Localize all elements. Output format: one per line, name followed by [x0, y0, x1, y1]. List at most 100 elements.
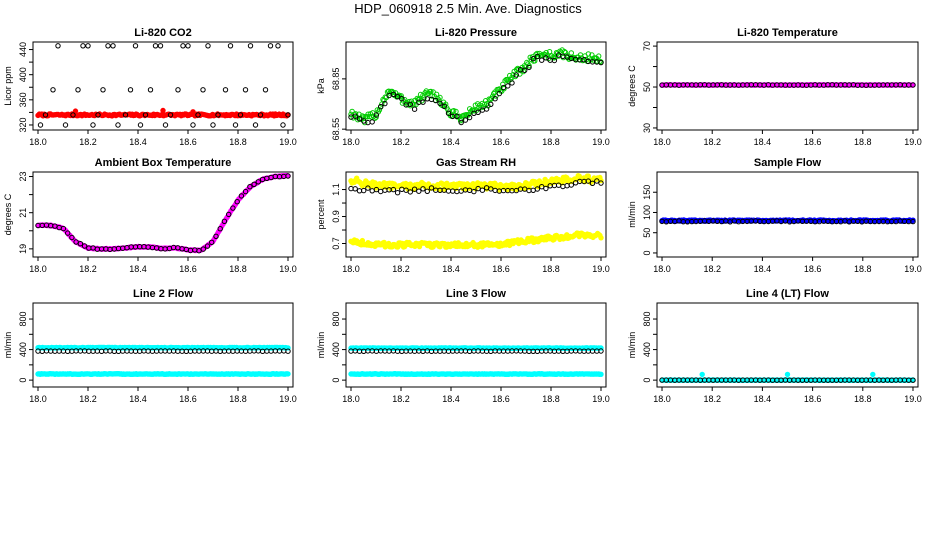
data-point — [262, 87, 269, 93]
chart-title: Ambient Box Temperature — [95, 157, 232, 169]
x-tick-label: 18.8 — [542, 264, 560, 274]
data-point — [534, 186, 541, 192]
data-point — [55, 43, 61, 49]
data-point — [437, 100, 443, 107]
data-point — [105, 43, 111, 49]
y-tick-label: 360 — [18, 92, 28, 107]
data-point — [152, 43, 159, 49]
data-point — [280, 122, 286, 128]
data-point — [157, 43, 164, 49]
data-point — [416, 188, 422, 194]
data-point — [257, 112, 264, 118]
data-point — [373, 112, 380, 118]
x-tick-label: 18.4 — [754, 264, 772, 274]
x-tick-label: 18.2 — [79, 137, 97, 147]
data-point — [122, 112, 129, 118]
data-point — [534, 53, 541, 60]
data-point — [226, 211, 232, 218]
x-tick-label: 19.0 — [279, 137, 297, 147]
x-tick-label: 18.4 — [442, 394, 460, 404]
data-point — [598, 348, 604, 354]
data-point — [230, 205, 236, 211]
y-tick-label: 23 — [18, 172, 28, 182]
data-point — [50, 87, 56, 93]
y-tick-label: 400 — [642, 342, 652, 357]
data-point — [870, 371, 876, 378]
data-point — [137, 122, 144, 128]
x-tick-label: 18.0 — [342, 264, 360, 274]
series-black — [659, 218, 916, 225]
series-black — [348, 52, 604, 126]
data-point — [285, 348, 291, 354]
data-point — [420, 99, 426, 105]
data-point — [500, 84, 507, 91]
data-point — [598, 371, 604, 377]
data-point — [445, 110, 452, 116]
data-points — [35, 344, 291, 377]
series-red — [35, 107, 291, 119]
data-point — [407, 189, 413, 195]
data-point — [285, 112, 291, 118]
data-point — [69, 234, 75, 241]
y-tick-label: 19 — [18, 244, 28, 254]
data-point — [365, 119, 371, 126]
y-tick-label: 800 — [18, 312, 28, 327]
data-point — [411, 106, 418, 112]
plot-frame — [345, 171, 607, 258]
chart-co2: Li-820 CO2 Licor ppm 18.0 18.2 18.4 18.6 18.8 1… — [3, 27, 297, 147]
chart-pressure: Li-820 Pressure kPa 18.0 18.2 18.4 18.6 18.8 19… — [316, 27, 610, 147]
data-point — [85, 43, 91, 49]
data-point — [215, 112, 221, 118]
x-tick-label: 18.8 — [854, 264, 872, 274]
data-point — [441, 103, 447, 110]
chart-title: Sample Flow — [754, 157, 822, 169]
chart-title: Line 4 (LT) Flow — [746, 288, 829, 300]
data-point — [376, 107, 383, 113]
y-tick-label: 440 — [18, 42, 28, 57]
data-point — [242, 87, 249, 93]
data-point — [543, 185, 549, 192]
data-points — [348, 345, 604, 377]
x-tick-label: 18.8 — [229, 394, 247, 404]
data-point — [390, 186, 397, 193]
chart-title: Gas Stream RH — [436, 157, 516, 169]
data-point — [110, 43, 116, 49]
data-point — [475, 109, 481, 116]
plot-frame — [32, 302, 294, 388]
x-tick-label: 18.6 — [179, 137, 197, 147]
x-tick-label: 18.6 — [492, 394, 510, 404]
data-point — [407, 101, 413, 108]
data-point — [471, 188, 477, 195]
data-point — [204, 243, 211, 249]
data-point — [175, 87, 181, 93]
y-tick-label: 0 — [642, 250, 652, 255]
x-tick-label: 18.6 — [804, 137, 822, 147]
data-point — [598, 59, 604, 66]
data-point — [564, 183, 570, 189]
data-point — [37, 122, 44, 128]
y-tick-label: 0.9 — [331, 210, 341, 223]
x-tick-label: 18.4 — [129, 137, 147, 147]
chart-title: Li-820 Pressure — [435, 27, 517, 39]
data-point — [539, 57, 545, 63]
x-tick-label: 18.2 — [703, 394, 721, 404]
data-point — [428, 185, 435, 191]
data-point — [369, 119, 375, 125]
plot-frame — [32, 41, 294, 131]
data-point — [352, 186, 358, 192]
data-point — [356, 116, 363, 122]
data-points — [35, 43, 291, 128]
data-point — [488, 101, 494, 108]
data-points — [35, 172, 291, 254]
data-point — [95, 112, 101, 118]
plot-frame — [656, 171, 919, 258]
data-point — [436, 97, 442, 103]
data-point — [390, 91, 397, 98]
data-point — [526, 64, 532, 71]
x-tick-label: 18.0 — [29, 137, 47, 147]
data-point — [378, 104, 384, 110]
data-point — [509, 80, 515, 86]
data-point — [247, 184, 253, 190]
series-yellow — [348, 173, 604, 193]
data-point — [238, 193, 245, 199]
